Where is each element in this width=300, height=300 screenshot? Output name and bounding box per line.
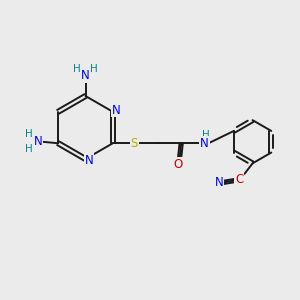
Text: H: H [73,64,81,74]
Text: N: N [200,137,209,150]
Text: O: O [174,158,183,171]
Text: H: H [25,144,33,154]
Text: N: N [85,154,94,167]
Text: H: H [202,130,210,140]
Text: N: N [214,176,224,189]
Text: H: H [90,64,98,74]
Text: C: C [235,173,243,186]
Text: N: N [81,69,90,82]
Text: N: N [34,135,43,148]
Text: N: N [112,104,121,117]
Text: S: S [131,137,138,150]
Text: H: H [25,129,33,139]
